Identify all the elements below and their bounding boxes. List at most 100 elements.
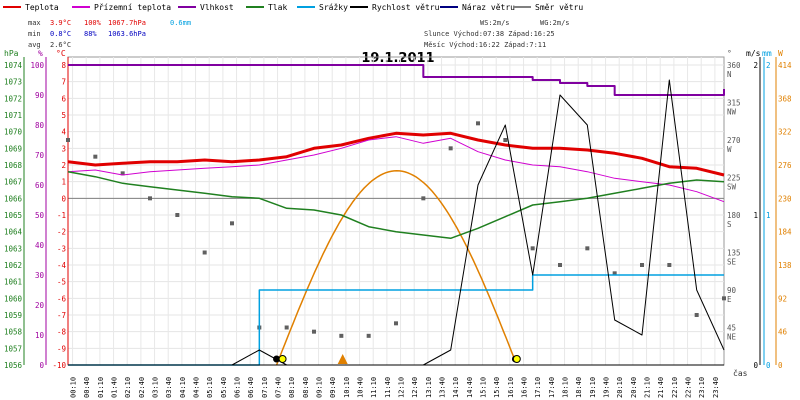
x-tick-label: 13:40 [439,377,447,398]
x-tick-label: 20:40 [630,377,638,398]
x-tick-label: 19:40 [603,377,611,398]
grid [68,57,724,366]
x-tick-label: 01:10 [97,377,105,398]
x-tick-label: 23:10 [698,377,706,398]
y-tick-label: -2 [57,228,66,237]
series-solar [275,170,516,366]
x-tick-label: 14:40 [466,377,474,398]
stat-label-max: max [28,19,41,27]
stat-hum-max: 100% [84,19,102,27]
dir-tick-label: NE [727,333,737,342]
dir-tick-label: SE [727,258,737,267]
x-tick-label: 01:40 [111,377,119,398]
y-tick-label: 1059 [4,311,22,320]
y-tick-label: 1073 [4,78,22,87]
dir-tick-label: E [727,295,732,304]
x-tick-label: 08:10 [288,377,296,398]
w-tick-label: 0 [778,361,783,370]
info-wg: WG:2m/s [540,19,570,27]
axes: 1074107310721071107010691068106710661065… [4,49,792,370]
wind-direction-point [558,263,562,267]
x-tick-label: 12:10 [398,377,406,398]
plot-frame [67,56,725,366]
x-tick-label: 07:40 [275,377,283,398]
x-tick-label: 22:40 [685,377,693,398]
x-tick-label: 09:10 [316,377,324,398]
y-tick-label: 2 [61,161,66,170]
y-tick-label: -9 [57,344,66,353]
y-tick-label: 90 [35,91,45,100]
x-tick-label: 15:10 [480,377,488,398]
x-tick-label: 21:10 [644,377,652,398]
deg-tick-label: 270 [727,136,741,145]
deg-tick-label: 135 [727,249,741,258]
deg-tick-label: 45 [727,324,736,333]
x-tick-label: 19:10 [589,377,597,398]
y-tick-label: 1 [61,178,66,187]
legend-label: Teplota [25,3,59,12]
wind-direction-point [394,321,398,326]
deg-tick-label: 225 [727,174,741,183]
y-tick-label: 5 [61,111,66,120]
series-line [68,274,724,366]
y-tick-label: 1058 [4,328,23,337]
y-tick-label: 1068 [4,161,23,170]
x-tick-label: 10:10 [343,377,351,398]
deg-tick-label: 315 [727,99,741,108]
moonset-marker [278,355,287,363]
info-ws: WS:2m/s [480,19,510,27]
x-tick-label: 05:40 [220,377,228,398]
y-tick-label: 1061 [4,278,22,287]
stat-temp-max: 3.9°C [50,19,71,27]
y-tick-label: 50 [35,211,45,220]
x-tick-label: 22:10 [671,377,679,398]
chart-title: 19.1.2011 [361,51,434,66]
deg-tick-label: 360 [727,61,741,70]
deg-unit: ° [727,49,732,58]
stat-label-avg: avg [28,41,41,49]
stat-temp-min: 0.8°C [50,30,71,38]
x-tick-label: 21:40 [657,377,665,398]
w-tick-label: 368 [778,94,792,103]
ms-tick-label: 0 [753,361,758,370]
wind-direction-point [366,333,371,338]
deg-tick-label: 180 [727,211,741,220]
y-axis-unit: hPa [4,49,19,58]
legend-label: Tlak [268,3,287,12]
wind-direction-point [476,121,480,126]
wind-direction-point [202,250,207,255]
x-tick-label: 05:10 [206,377,214,398]
sunrise-marker [273,355,281,363]
x-axis-label: čas [733,368,748,378]
x-tick-label: 15:40 [493,377,501,398]
ms-unit: m/s [746,49,761,58]
w-tick-label: 322 [778,128,792,137]
ms-tick-label: 2 [753,61,758,70]
x-tick-label: 08:40 [302,377,310,398]
wind-direction-point [93,154,98,159]
mm-tick-label: 0 [766,361,771,370]
series-line [67,131,725,177]
y-tick-label: 80 [35,121,45,130]
wind-direction-point [421,196,426,201]
x-tick-label: 06:10 [234,377,242,398]
y-tick-label: 1064 [4,228,23,237]
legend-label: Náraz větru [462,3,515,12]
w-tick-label: 46 [778,328,788,337]
w-tick-label: 184 [778,228,792,237]
y-tick-label: 1065 [4,211,22,220]
mm-unit: mm [762,49,772,58]
y-tick-label: 10 [35,331,45,340]
y-tick-label: -6 [57,294,67,303]
x-tick-label: 17:40 [548,377,556,398]
x-tick-label: 00:40 [83,377,91,398]
mm-tick-label: 2 [766,61,771,70]
wind-direction-point [448,146,453,151]
wind-direction-point [612,271,617,276]
wind-direction-point [667,263,672,267]
stat-press-min: 1063.6hPa [108,30,146,38]
y-tick-label: 6 [61,94,66,103]
y-tick-label: 1066 [4,194,23,203]
